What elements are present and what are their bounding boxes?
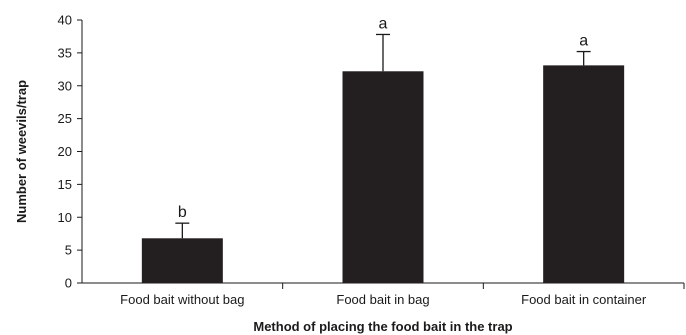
y-tick-label: 0 bbox=[65, 276, 72, 291]
y-tick-label: 40 bbox=[58, 13, 72, 28]
bars: b a a bbox=[141, 15, 625, 284]
y-tick-label: 25 bbox=[58, 111, 72, 126]
y-tick-label: 10 bbox=[58, 210, 72, 225]
bar bbox=[141, 238, 223, 283]
x-axis: Food bait without bag Food bait in bag Foo… bbox=[82, 282, 685, 307]
y-tick-label: 30 bbox=[58, 78, 72, 93]
significance-letter: b bbox=[178, 204, 187, 221]
y-tick-label: 15 bbox=[58, 177, 72, 192]
bar bbox=[342, 71, 424, 283]
x-category-label: Food bait in bag bbox=[336, 292, 429, 307]
y-axis: 0 5 10 15 20 25 30 35 40 bbox=[58, 13, 83, 291]
y-tick-label: 35 bbox=[58, 45, 72, 60]
y-tick-label: 20 bbox=[58, 144, 72, 159]
x-category-label: Food bait without bag bbox=[120, 292, 244, 307]
x-axis-title: Method of placing the food bait in the t… bbox=[253, 319, 512, 334]
x-category-label: Food bait in container bbox=[521, 292, 647, 307]
significance-letter: a bbox=[379, 15, 388, 32]
bar bbox=[543, 65, 625, 284]
y-axis-title: Number of weevils/trap bbox=[14, 80, 29, 223]
significance-letter: a bbox=[579, 33, 588, 50]
y-tick-label: 5 bbox=[65, 243, 72, 258]
